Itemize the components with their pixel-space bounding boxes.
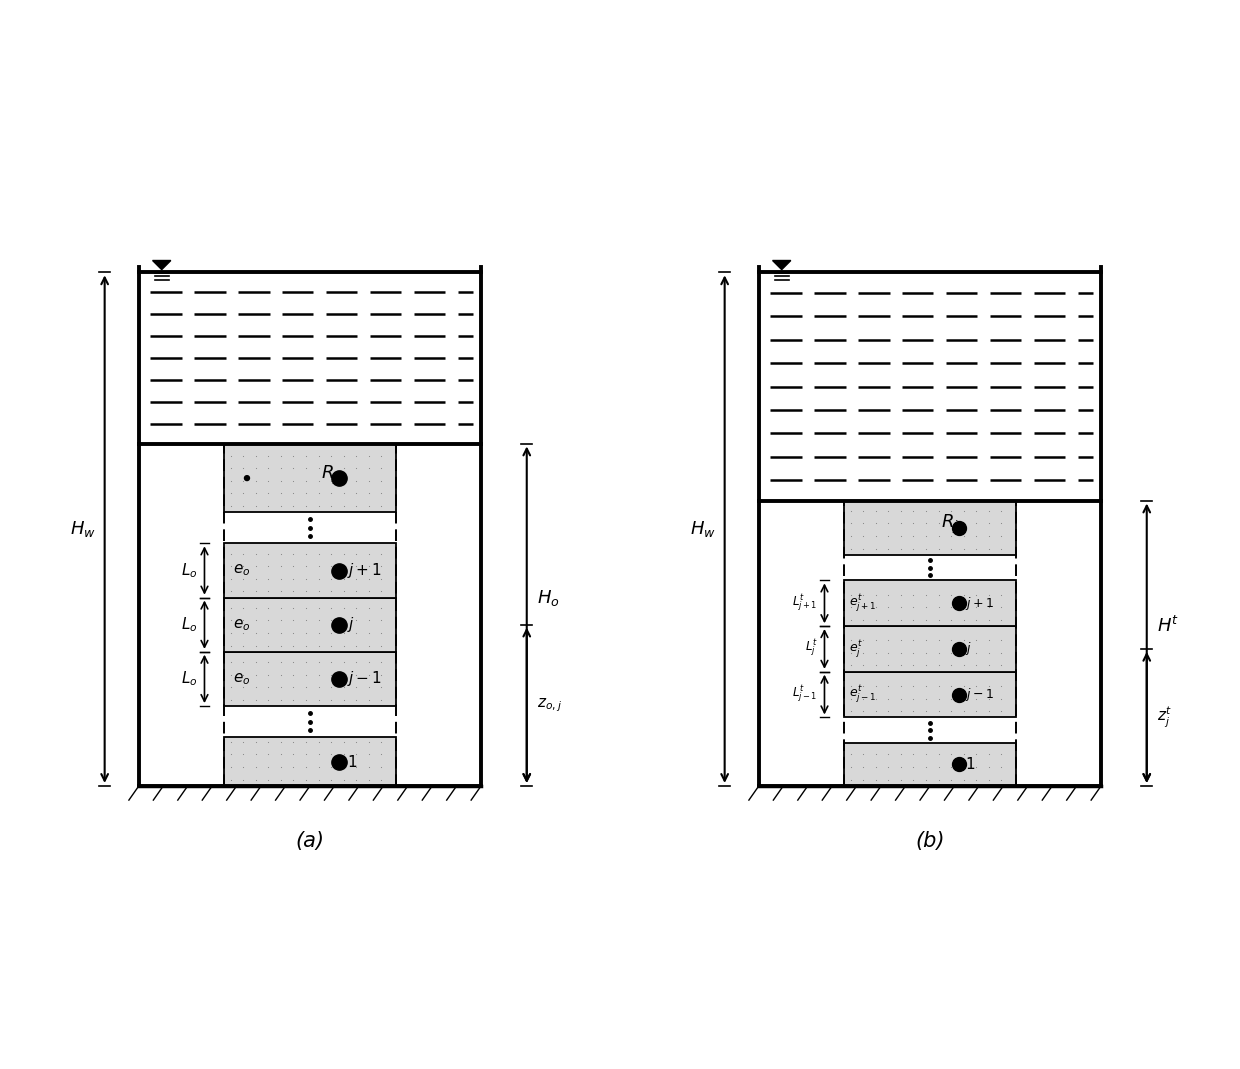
- Text: $j-1$: $j-1$: [966, 686, 994, 703]
- Bar: [844, 671, 1016, 717]
- Text: $\bullet$: $\bullet$: [239, 468, 250, 487]
- Text: $j-1$: $j-1$: [347, 669, 382, 688]
- Bar: [844, 743, 1016, 786]
- Bar: [844, 626, 1016, 671]
- Text: $j+1$: $j+1$: [347, 561, 382, 580]
- Text: $H_w$: $H_w$: [71, 520, 97, 539]
- Text: $L^t_j$: $L^t_j$: [805, 638, 817, 660]
- Text: $H_o$: $H_o$: [537, 588, 559, 607]
- Text: $e^t_{j-1}$: $e^t_{j-1}$: [849, 684, 877, 706]
- Text: $H^t$: $H^t$: [1157, 616, 1179, 636]
- Text: $j$: $j$: [347, 615, 355, 634]
- Text: (a): (a): [295, 832, 325, 852]
- Text: $1$: $1$: [966, 757, 976, 773]
- Bar: [224, 543, 396, 598]
- Bar: [844, 580, 1016, 626]
- Text: $j+1$: $j+1$: [966, 594, 994, 611]
- Text: $z^t_j$: $z^t_j$: [1157, 704, 1172, 730]
- Text: $j$: $j$: [966, 640, 972, 657]
- Bar: [844, 500, 1016, 555]
- Text: $L^t_{j+1}$: $L^t_{j+1}$: [792, 593, 817, 614]
- Text: $e_o$: $e_o$: [233, 562, 250, 578]
- Text: $L_o$: $L_o$: [181, 669, 197, 688]
- Polygon shape: [153, 261, 171, 269]
- Text: $H_w$: $H_w$: [691, 520, 717, 539]
- Bar: [224, 652, 396, 706]
- Bar: [224, 598, 396, 652]
- Text: $1$: $1$: [347, 754, 357, 770]
- Text: (b): (b): [915, 832, 945, 852]
- Text: $R_j$: $R_j$: [941, 513, 960, 537]
- Bar: [224, 444, 396, 512]
- Bar: [224, 738, 396, 786]
- Text: $L_o$: $L_o$: [181, 616, 197, 634]
- Text: $e^t_j$: $e^t_j$: [849, 638, 863, 660]
- Text: $L^t_{j-1}$: $L^t_{j-1}$: [792, 684, 817, 706]
- Text: $e^t_{j+1}$: $e^t_{j+1}$: [849, 592, 877, 614]
- Text: $z_{o,j}$: $z_{o,j}$: [537, 697, 562, 714]
- Text: $L_o$: $L_o$: [181, 561, 197, 579]
- Polygon shape: [773, 261, 791, 269]
- Text: $e_o$: $e_o$: [233, 671, 250, 686]
- Text: $e_o$: $e_o$: [233, 617, 250, 633]
- Text: $R_j$: $R_j$: [321, 463, 340, 486]
